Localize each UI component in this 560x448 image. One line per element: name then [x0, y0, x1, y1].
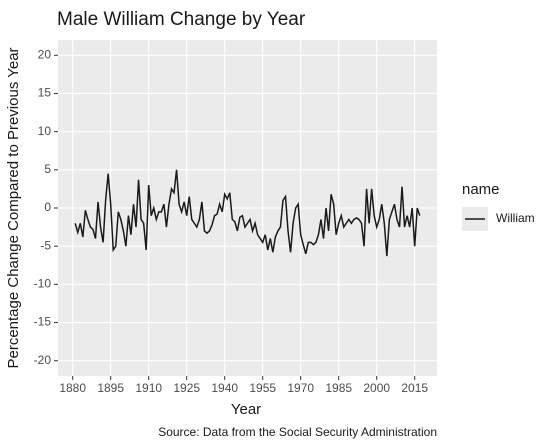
- line: [74, 169, 421, 257]
- x-tick-label: 1955: [249, 381, 276, 395]
- y-tick-label: 20: [38, 47, 52, 61]
- legend-label: William: [496, 211, 535, 225]
- x-axis-title: Year: [231, 401, 261, 418]
- y-tick-label: -15: [34, 315, 52, 329]
- x-tick-label: 1940: [211, 381, 238, 395]
- x-tick-label: 1985: [325, 381, 352, 395]
- x-tick-label: 2000: [363, 381, 390, 395]
- chart-title: Male William Change by Year: [57, 9, 306, 30]
- caption: Source: Data from the Social Security Ad…: [158, 425, 437, 439]
- x-tick-label: 1925: [173, 381, 200, 395]
- x-tick-label: 1910: [135, 381, 162, 395]
- y-tick-label: -10: [34, 277, 52, 291]
- y-tick-label: 0: [44, 200, 51, 214]
- x-tick-label: 1895: [97, 381, 124, 395]
- y-tick-label: -20: [34, 353, 52, 367]
- x-tick-label: 1970: [287, 381, 314, 395]
- y-axis-title: Percentage Change Compared to Previous Y…: [5, 47, 22, 368]
- legend-title: name: [462, 181, 500, 198]
- x-tick-label: 1880: [59, 381, 86, 395]
- y-tick-label: 5: [44, 162, 51, 176]
- y-tick-label: 10: [38, 124, 52, 138]
- x-tick-label: 2015: [401, 381, 428, 395]
- y-tick-label: -5: [40, 238, 51, 252]
- y-tick-label: 15: [38, 86, 52, 100]
